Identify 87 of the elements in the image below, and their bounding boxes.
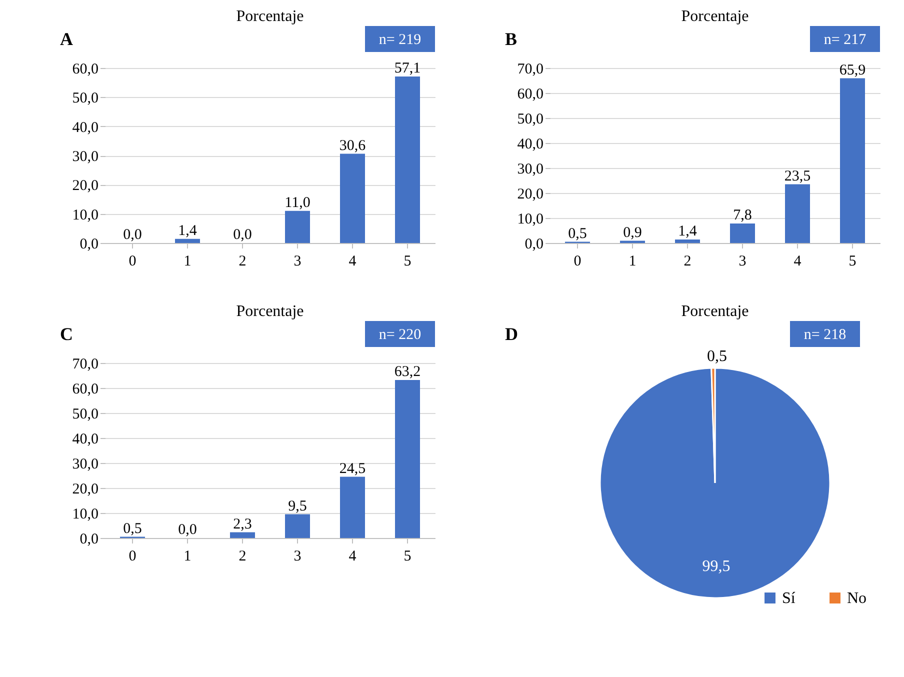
x-tick-label: 3 xyxy=(294,548,302,564)
text: n= 217 xyxy=(824,32,867,48)
y-tick-label: 0,0 xyxy=(80,236,98,252)
x-tick-label: 0 xyxy=(574,254,582,270)
text: B xyxy=(505,29,518,49)
data-label: 23,5 xyxy=(784,168,811,184)
bar xyxy=(285,210,310,243)
y-tick-label: 40,0 xyxy=(72,432,98,448)
data-label: 57,1 xyxy=(394,60,421,76)
data-label: 30,6 xyxy=(339,138,366,154)
y-tick-label: 70,0 xyxy=(517,62,544,78)
data-label: 99,5 xyxy=(702,558,730,575)
data-label: 63,2 xyxy=(394,364,421,380)
x-tick-label: 4 xyxy=(348,254,357,270)
x-tick-label: 1 xyxy=(184,548,192,564)
bar xyxy=(340,154,365,243)
legend-label: Sí xyxy=(782,590,796,607)
bar xyxy=(840,78,865,243)
data-label: 0,5 xyxy=(706,348,727,366)
chart-title: Porcentaje xyxy=(681,303,749,320)
y-tick-label: 30,0 xyxy=(72,456,98,472)
data-label: 7,8 xyxy=(733,208,752,224)
y-tick-label: 20,0 xyxy=(72,178,98,194)
data-label: 9,5 xyxy=(288,498,307,514)
y-tick-label: 10,0 xyxy=(517,212,544,228)
y-tick-label: 40,0 xyxy=(517,136,544,152)
data-label: 0,0 xyxy=(178,522,197,538)
y-tick-label: 20,0 xyxy=(517,186,544,202)
chart-title: Porcentaje xyxy=(236,303,304,320)
y-tick-label: 50,0 xyxy=(517,112,544,128)
y-tick-label: 50,0 xyxy=(72,406,98,422)
chart-title: Porcentaje xyxy=(236,8,304,25)
data-label: 65,9 xyxy=(839,62,866,78)
y-tick-label: 10,0 xyxy=(72,506,98,522)
y-tick-label: 60,0 xyxy=(72,382,98,398)
bar xyxy=(175,238,200,243)
text: D xyxy=(505,324,518,344)
x-tick-label: 5 xyxy=(848,254,856,270)
legend-label: No xyxy=(847,590,867,607)
text: C xyxy=(60,324,73,344)
data-label: 0,0 xyxy=(123,227,142,243)
y-tick-label: 40,0 xyxy=(72,120,98,136)
y-tick-label: 10,0 xyxy=(72,207,98,224)
bar xyxy=(340,476,365,538)
bar xyxy=(785,184,810,243)
data-label: 2,3 xyxy=(233,516,252,532)
x-tick-label: 5 xyxy=(404,548,412,564)
data-label: 0,5 xyxy=(123,520,142,537)
text: A xyxy=(60,29,73,49)
y-tick-label: 50,0 xyxy=(72,90,98,107)
y-tick-label: 70,0 xyxy=(72,356,98,372)
data-label: 11,0 xyxy=(284,194,310,211)
bar xyxy=(395,76,420,243)
bar xyxy=(395,380,420,538)
y-tick-label: 60,0 xyxy=(72,62,98,78)
x-tick-label: 2 xyxy=(238,548,246,564)
data-label: 1,4 xyxy=(678,224,698,240)
x-tick-label: 3 xyxy=(738,254,746,270)
text: n= 219 xyxy=(378,32,422,48)
bar xyxy=(730,224,755,243)
y-tick-label: 60,0 xyxy=(517,86,544,102)
text: n= 220 xyxy=(378,327,422,343)
text: n= 218 xyxy=(804,327,846,343)
x-tick-label: 1 xyxy=(628,254,636,270)
chart-title: Porcentaje xyxy=(681,8,749,25)
bar xyxy=(285,514,310,538)
bar xyxy=(675,240,700,243)
x-tick-label: 3 xyxy=(294,254,302,270)
y-tick-label: 30,0 xyxy=(517,162,544,178)
data-label: 0,9 xyxy=(623,224,642,241)
data-label: 0,5 xyxy=(568,226,587,242)
x-tick-label: 2 xyxy=(238,254,246,270)
x-tick-label: 0 xyxy=(128,548,136,564)
data-label: 1,4 xyxy=(178,222,198,239)
y-tick-label: 20,0 xyxy=(72,482,98,498)
x-tick-label: 0 xyxy=(128,254,136,270)
data-label: 0,0 xyxy=(233,227,252,243)
y-tick-label: 0,0 xyxy=(524,236,544,252)
x-tick-label: 2 xyxy=(684,254,692,270)
x-tick-label: 5 xyxy=(404,254,412,270)
y-tick-label: 30,0 xyxy=(72,149,98,165)
y-tick-label: 0,0 xyxy=(80,532,98,548)
bar xyxy=(230,532,255,538)
data-label: 24,5 xyxy=(339,460,366,477)
x-tick-label: 4 xyxy=(794,254,802,270)
x-tick-label: 4 xyxy=(348,548,357,564)
x-tick-label: 1 xyxy=(184,254,192,270)
